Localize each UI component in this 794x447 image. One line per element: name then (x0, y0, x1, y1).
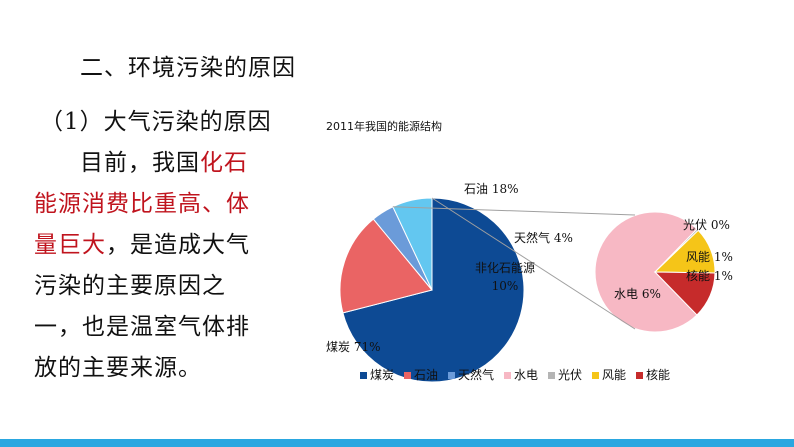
legend-label-天然气: 天然气 (458, 367, 494, 382)
paragraph-highlight: 化石能源消费比重高、体量巨大 (34, 150, 250, 258)
legend-swatch-核能 (636, 372, 643, 379)
legend-label-核能: 核能 (646, 368, 670, 382)
label-solar: 光伏 0% (683, 218, 730, 232)
legend-swatch-光伏 (548, 372, 555, 379)
label-oil: 石油 18% (464, 182, 519, 196)
section-heading: 二、环境污染的原因 (80, 55, 296, 81)
chart-title: 2011年我国的能源结构 (326, 120, 442, 133)
legend-label-石油: 石油 (414, 368, 438, 382)
legend-swatch-天然气 (448, 372, 455, 379)
legend-swatch-水电 (504, 372, 511, 379)
legend-label-光伏: 光伏 (558, 368, 582, 382)
bottom-accent-bar (0, 439, 794, 447)
connector-line-bottom (431, 197, 636, 330)
paragraph-text-1: 目前，我国 (80, 150, 200, 176)
legend-swatch-石油 (404, 372, 411, 379)
legend-swatch-风能 (592, 372, 599, 379)
label-nuclear: 核能 1% (686, 269, 733, 283)
body-paragraph: 目前，我国化石能源消费比重高、体量巨大，是造成大气污染的主要原因之一，也是温室气… (34, 143, 259, 389)
sub-pie-slice-核能 (653, 271, 716, 316)
label-non-fossil-value: 10% (492, 279, 519, 293)
label-wind: 风能 1% (686, 250, 733, 264)
subsection-heading: （1）大气污染的原因 (40, 109, 272, 135)
legend-label-风能: 风能 (602, 368, 626, 382)
legend-label-水电: 水电 (514, 368, 538, 382)
pie-slice-石油 (339, 218, 433, 314)
label-hydro: 水电 6% (614, 287, 661, 301)
connector-line-top (392, 206, 636, 216)
paragraph-text-2: ，是造成大气污染的主要原因之一，也是温室气体排放的主要来源。 (34, 232, 250, 381)
legend-label-煤炭: 煤炭 (370, 368, 394, 382)
label-non-fossil: 非化石能源 (475, 261, 535, 275)
label-gas: 天然气 4% (514, 230, 573, 245)
legend-swatch-煤炭 (360, 372, 367, 379)
label-coal: 煤炭 71% (326, 340, 381, 354)
pie-slice-煤炭 (342, 197, 525, 383)
sub-pie-slice-水电 (594, 211, 698, 333)
